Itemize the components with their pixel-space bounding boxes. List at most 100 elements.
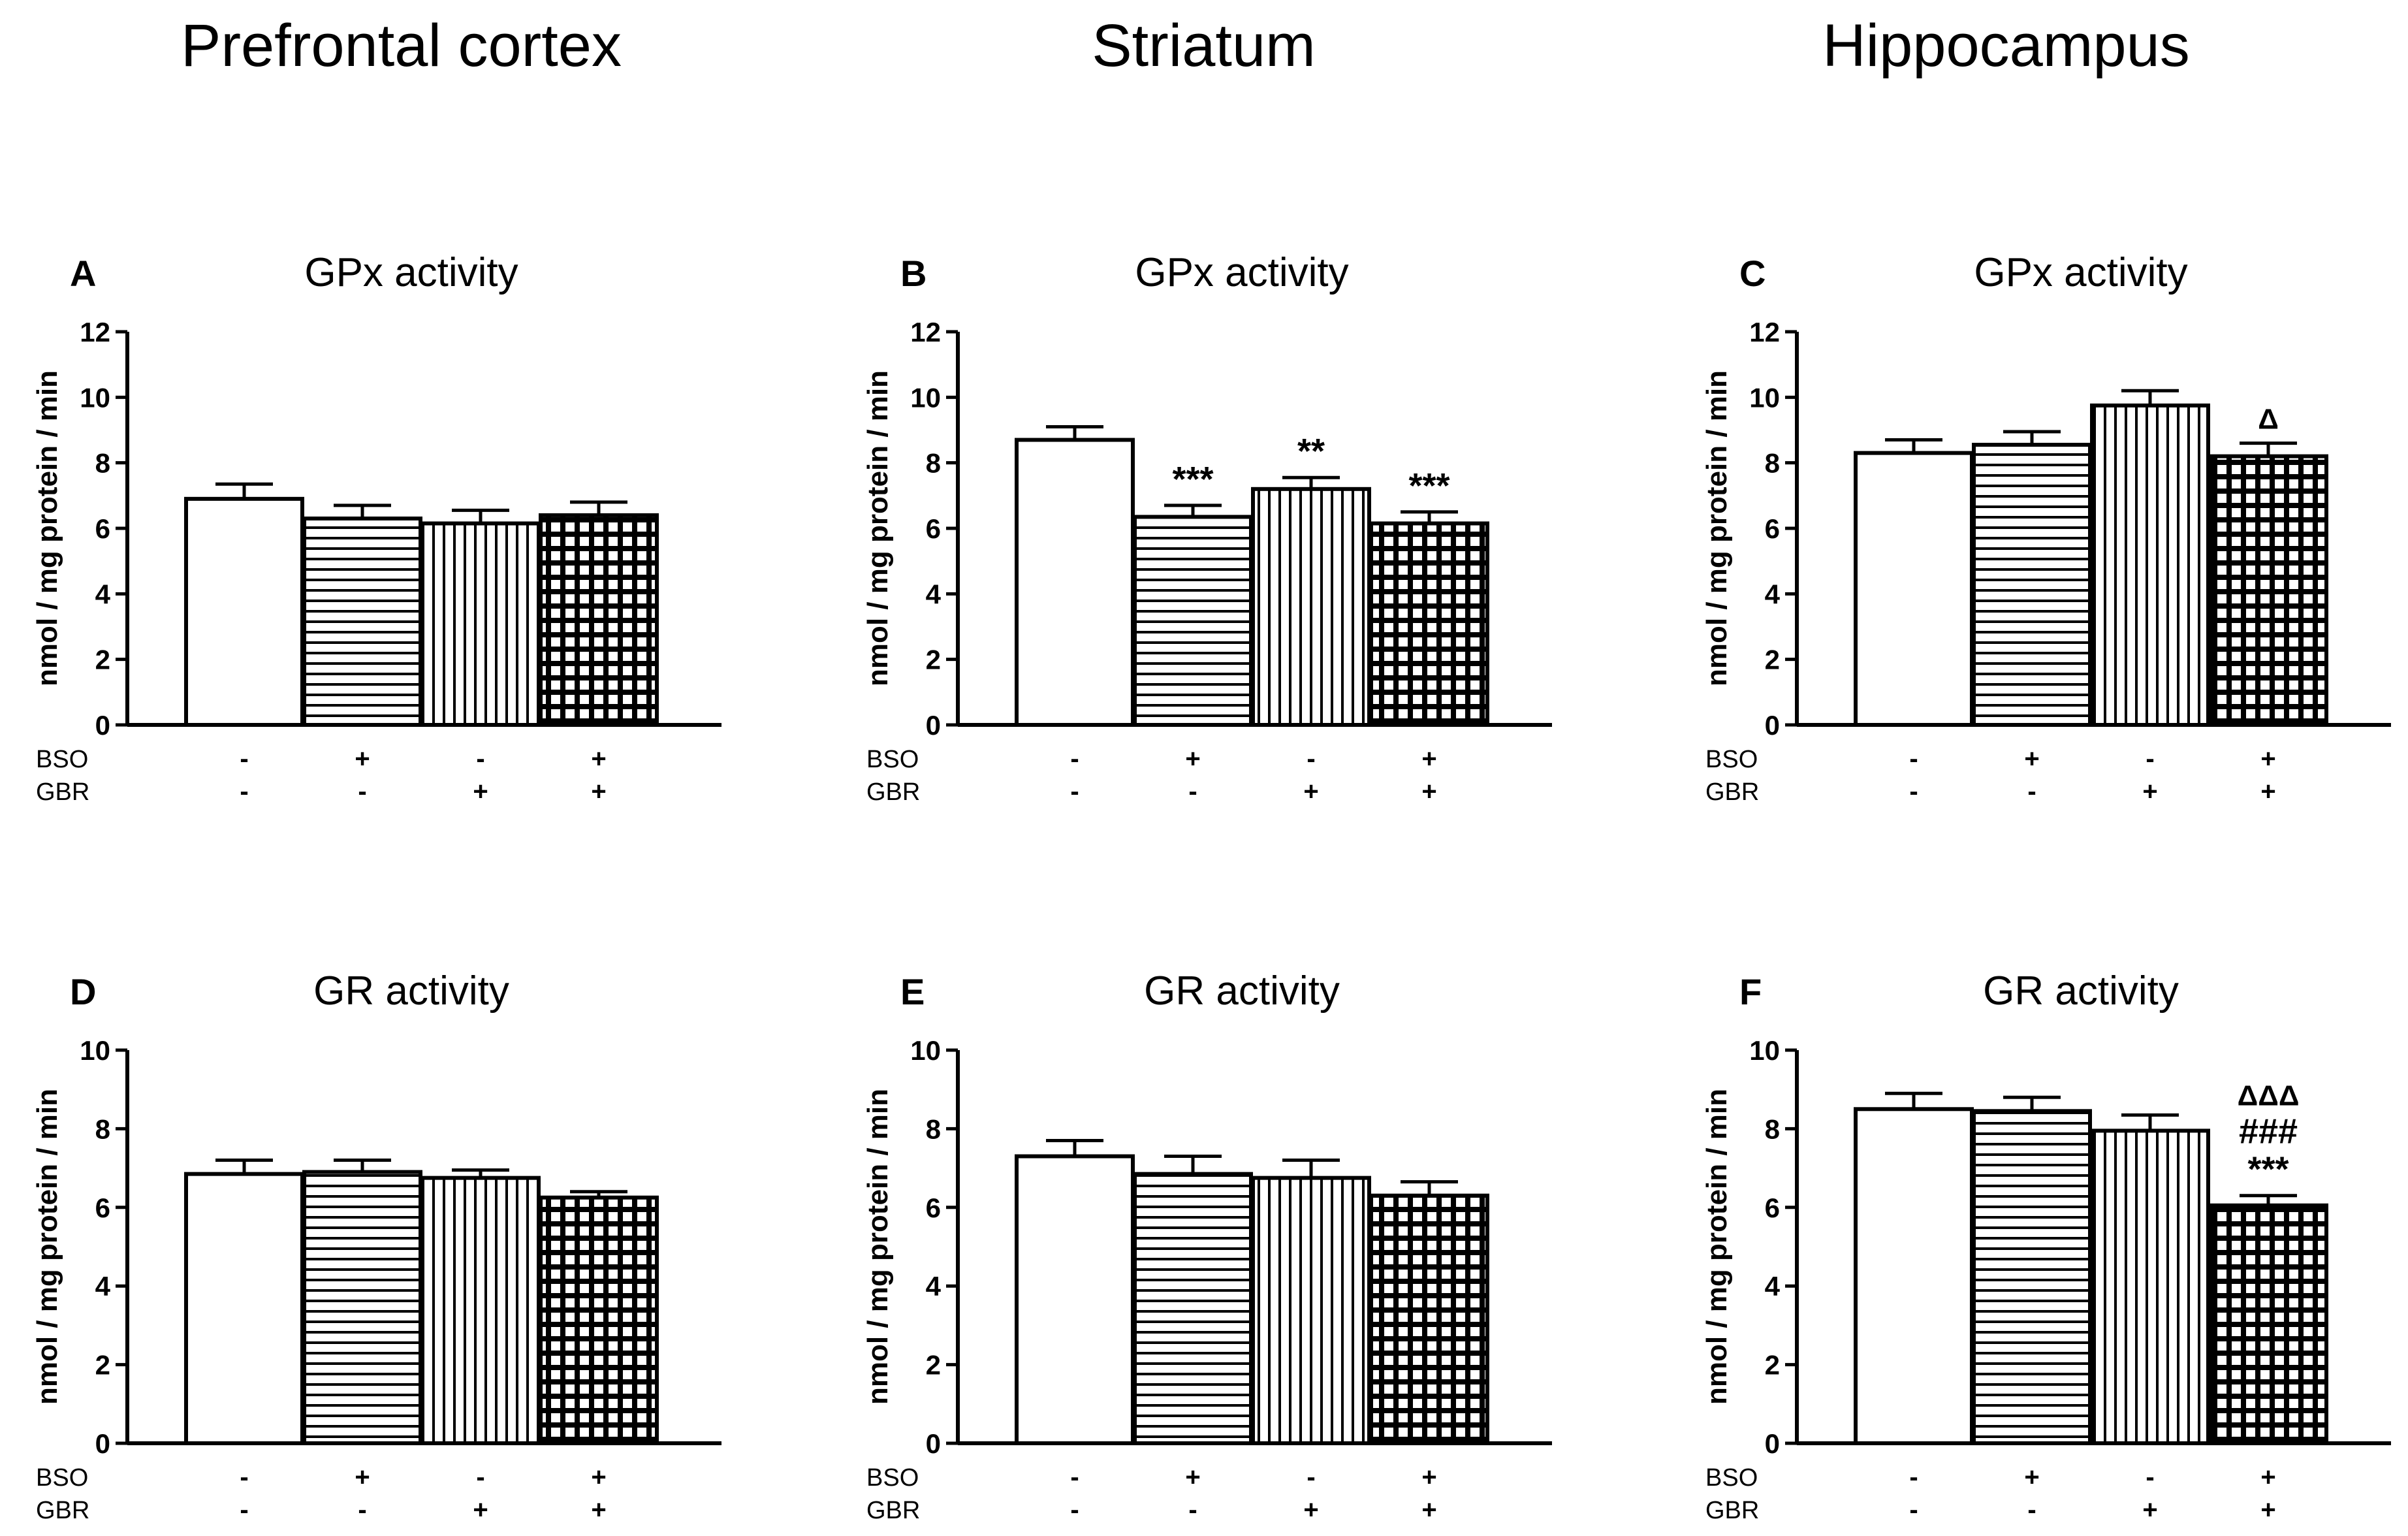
bar bbox=[2090, 1128, 2210, 1446]
condition-sign: - bbox=[1909, 777, 1918, 806]
y-tick-label: 8 bbox=[95, 448, 110, 479]
bar bbox=[302, 1170, 422, 1445]
condition-sign: + bbox=[591, 1496, 606, 1524]
condition-sign: + bbox=[1303, 1496, 1318, 1524]
y-tick-label: 10 bbox=[910, 1035, 941, 1066]
y-tick-label: 10 bbox=[910, 382, 941, 413]
condition-sign: - bbox=[1188, 1496, 1197, 1524]
y-tick-label: 0 bbox=[95, 1428, 110, 1459]
condition-row-label: GBR bbox=[36, 778, 89, 806]
y-tick-label: 2 bbox=[926, 1350, 941, 1381]
condition-sign: - bbox=[1070, 1496, 1079, 1524]
condition-sign: - bbox=[2027, 1496, 2036, 1524]
condition-sign: + bbox=[2260, 1496, 2275, 1524]
condition-sign: - bbox=[240, 1463, 248, 1492]
condition-sign: - bbox=[2027, 777, 2036, 806]
panel-c: C GPx activity nmol / mg protein / min 0 2 4 6… bbox=[1701, 250, 2391, 806]
condition-row-label: GBR bbox=[866, 1497, 920, 1524]
y-axis-label: nmol / mg protein / min bbox=[862, 1089, 894, 1405]
bar bbox=[1133, 1172, 1253, 1445]
bar bbox=[1251, 1176, 1371, 1446]
condition-sign: + bbox=[591, 777, 606, 806]
condition-sign: + bbox=[2142, 777, 2157, 806]
significance-marker: Δ bbox=[2258, 404, 2279, 436]
significance-marker: *** bbox=[1172, 460, 1213, 499]
y-tick-label: 6 bbox=[926, 513, 941, 544]
condition-row-label: GBR bbox=[866, 778, 920, 806]
bar bbox=[1133, 515, 1253, 727]
condition-sign: - bbox=[1307, 744, 1315, 773]
condition-row-label: BSO bbox=[866, 1464, 919, 1492]
condition-sign: + bbox=[591, 1463, 606, 1492]
y-axis-label: nmol / mg protein / min bbox=[862, 370, 894, 686]
condition-sign: - bbox=[1307, 1463, 1315, 1492]
condition-sign: + bbox=[1185, 1463, 1200, 1492]
bar bbox=[539, 513, 659, 728]
panel-letter: D bbox=[70, 971, 96, 1012]
panel-letter: F bbox=[1739, 971, 1762, 1012]
y-tick-label: 8 bbox=[926, 1113, 941, 1144]
condition-sign: - bbox=[476, 1463, 484, 1492]
condition-sign: - bbox=[2146, 1463, 2154, 1492]
bar bbox=[1015, 1154, 1135, 1446]
y-tick-label: 6 bbox=[95, 1192, 110, 1223]
condition-row-label: GBR bbox=[1705, 778, 1759, 806]
bar bbox=[2090, 403, 2210, 727]
column-title-hippocampus: Hippocampus bbox=[1822, 12, 2190, 79]
condition-sign: - bbox=[1909, 1463, 1918, 1492]
condition-sign: + bbox=[473, 777, 488, 806]
y-tick-label: 12 bbox=[1749, 317, 1780, 347]
bar bbox=[420, 521, 541, 727]
y-axis-label: nmol / mg protein / min bbox=[1701, 1089, 1733, 1405]
y-tick-label: 6 bbox=[95, 513, 110, 544]
y-tick-label: 6 bbox=[926, 1192, 941, 1223]
panel-title: GR activity bbox=[313, 968, 509, 1014]
column-title-striatum: Striatum bbox=[1092, 12, 1316, 79]
y-tick-label: 2 bbox=[926, 645, 941, 675]
condition-sign: - bbox=[476, 744, 484, 773]
bar bbox=[1251, 487, 1371, 727]
condition-row-label: BSO bbox=[1705, 1464, 1758, 1492]
y-tick-label: 4 bbox=[95, 1271, 111, 1302]
significance-marker: ### bbox=[2239, 1112, 2298, 1151]
condition-sign: + bbox=[2260, 1463, 2275, 1492]
condition-sign: - bbox=[1909, 744, 1918, 773]
y-axis-label: nmol / mg protein / min bbox=[1701, 370, 1733, 686]
panel-d: D GR activity nmol / mg protein / min 0 2 4 6 8… bbox=[31, 968, 721, 1524]
panel-title: GPx activity bbox=[1974, 250, 2187, 295]
y-tick-label: 8 bbox=[95, 1113, 110, 1144]
condition-sign: + bbox=[2024, 744, 2039, 773]
bar bbox=[1972, 443, 2092, 727]
condition-sign: - bbox=[358, 777, 366, 806]
condition-sign: + bbox=[2260, 777, 2275, 806]
condition-sign: + bbox=[355, 1463, 370, 1492]
condition-sign: - bbox=[2146, 744, 2154, 773]
significance-marker: *** bbox=[2247, 1150, 2289, 1189]
y-tick-label: 12 bbox=[80, 317, 110, 347]
bar bbox=[1369, 521, 1489, 727]
panel-title: GPx activity bbox=[1135, 250, 1348, 295]
panel-letter: E bbox=[900, 971, 925, 1012]
condition-row-label: BSO bbox=[866, 746, 919, 773]
bar bbox=[302, 516, 422, 727]
y-tick-label: 4 bbox=[1765, 1271, 1781, 1302]
condition-sign: + bbox=[1421, 777, 1436, 806]
y-tick-label: 2 bbox=[1765, 645, 1780, 675]
bar bbox=[539, 1195, 659, 1445]
condition-sign: - bbox=[240, 1496, 248, 1524]
bar bbox=[1854, 451, 1974, 727]
y-axis-label: nmol / mg protein / min bbox=[31, 370, 63, 686]
y-tick-label: 4 bbox=[926, 579, 942, 609]
condition-sign: + bbox=[355, 744, 370, 773]
y-tick-label: 0 bbox=[1765, 1428, 1780, 1459]
y-tick-label: 10 bbox=[1749, 382, 1780, 413]
condition-sign: + bbox=[1421, 1496, 1436, 1524]
bar bbox=[420, 1176, 541, 1446]
condition-sign: - bbox=[1909, 1496, 1918, 1524]
bar bbox=[184, 496, 304, 727]
panel-title: GR activity bbox=[1983, 968, 2179, 1014]
condition-row-label: GBR bbox=[36, 1497, 89, 1524]
y-tick-label: 0 bbox=[926, 710, 941, 741]
condition-sign: + bbox=[1185, 744, 1200, 773]
condition-sign: + bbox=[591, 744, 606, 773]
